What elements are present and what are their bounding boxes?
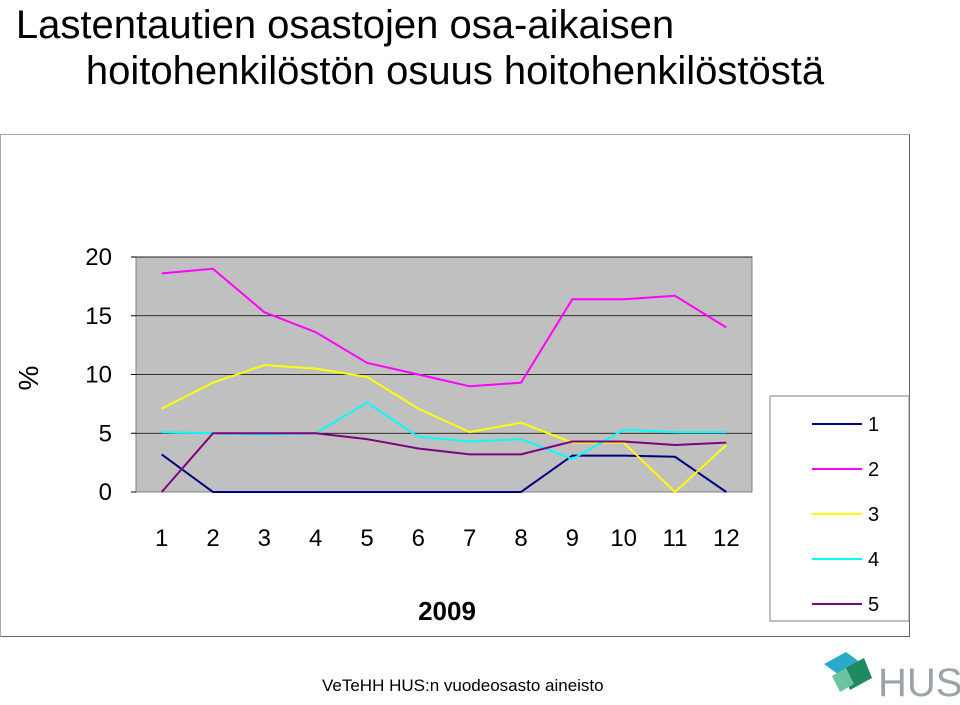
y-tick-label: 10 bbox=[85, 362, 112, 389]
x-tick-label: 10 bbox=[610, 525, 637, 552]
x-tick-label: 5 bbox=[360, 525, 373, 552]
chart-area bbox=[0, 134, 910, 637]
x-tick-label: 12 bbox=[713, 525, 740, 552]
y-axis-label: % bbox=[13, 366, 44, 391]
series-line-1 bbox=[161, 453, 727, 493]
legend-label: 1 bbox=[868, 414, 879, 436]
title-line-2: hoitohenkilöstön osuus hoitohenkilöstöst… bbox=[85, 49, 825, 93]
title-line-1: Lastentautien osastojen osa-aikaisen bbox=[15, 3, 675, 47]
x-tick-label: 8 bbox=[514, 525, 527, 552]
hus-logo-text: HUS bbox=[878, 661, 960, 702]
x-tick-label: 3 bbox=[258, 525, 271, 552]
x-tick-label: 7 bbox=[463, 525, 476, 552]
legend-label: 5 bbox=[868, 594, 879, 616]
x-axis-label: 2009 bbox=[418, 596, 476, 626]
y-tick-label: 20 bbox=[85, 244, 112, 271]
x-tick-label: 2 bbox=[206, 525, 219, 552]
hus-logo: HUS bbox=[824, 652, 960, 702]
y-tick-label: 15 bbox=[85, 303, 112, 330]
series-line-3 bbox=[161, 364, 727, 494]
hus-logo-mark bbox=[824, 652, 872, 692]
legend-label: 4 bbox=[868, 549, 879, 571]
legend-box bbox=[769, 395, 910, 622]
footer-source: VeTeHH HUS:n vuodeosasto aineisto bbox=[322, 676, 604, 695]
chart-title: Lastentautien osastojen osa-aikaisen hoi… bbox=[0, 2, 960, 94]
legend-label: 2 bbox=[868, 459, 879, 481]
x-tick-label: 11 bbox=[663, 525, 688, 552]
x-tick-label: 1 bbox=[155, 525, 168, 552]
y-tick-label: 0 bbox=[99, 479, 112, 506]
series-line-5 bbox=[160, 432, 727, 493]
x-tick-label: 6 bbox=[412, 525, 425, 552]
series-line-2 bbox=[161, 267, 727, 388]
x-tick-label: 4 bbox=[309, 525, 322, 552]
legend-label: 3 bbox=[868, 504, 879, 526]
x-tick-label: 9 bbox=[566, 525, 579, 552]
y-tick-label: 5 bbox=[99, 420, 112, 447]
